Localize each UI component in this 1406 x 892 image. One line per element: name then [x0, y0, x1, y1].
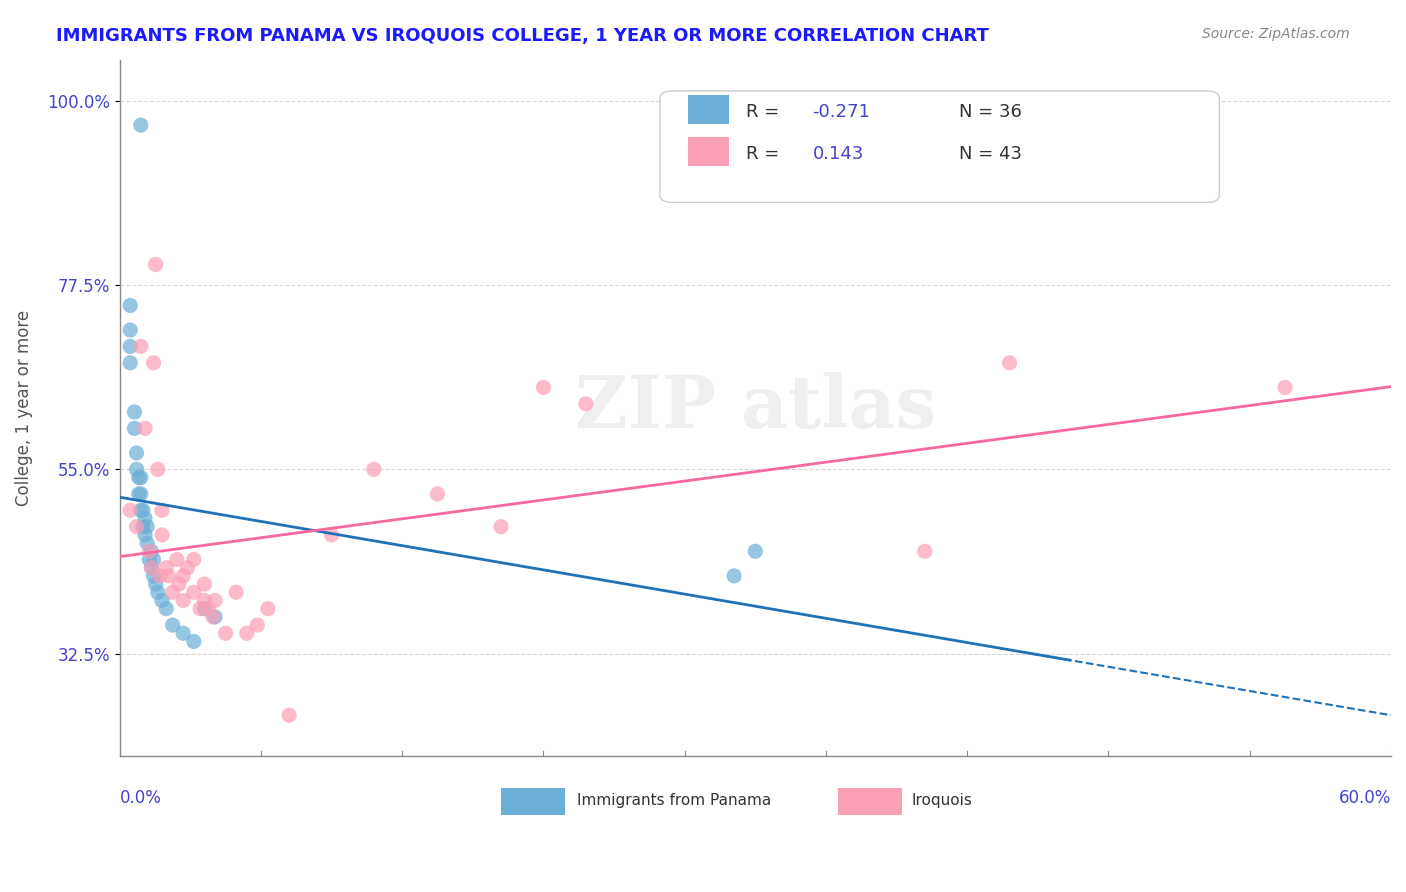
Text: 0.143: 0.143 — [813, 145, 863, 163]
Point — [744, 544, 766, 558]
Point — [120, 298, 142, 312]
Point — [172, 593, 194, 607]
Point — [998, 356, 1021, 370]
Point — [166, 552, 188, 566]
Text: Iroquois: Iroquois — [911, 793, 973, 807]
FancyBboxPatch shape — [688, 136, 728, 166]
Point — [142, 569, 165, 583]
Point — [155, 560, 177, 574]
Point — [138, 544, 160, 558]
Point — [120, 356, 142, 370]
Point — [141, 560, 163, 574]
Point — [124, 405, 146, 419]
Point — [128, 487, 150, 501]
Point — [125, 519, 148, 533]
Point — [125, 462, 148, 476]
Y-axis label: College, 1 year or more: College, 1 year or more — [15, 310, 32, 506]
FancyBboxPatch shape — [659, 91, 1219, 202]
Point — [146, 462, 169, 476]
Point — [193, 601, 215, 615]
Point — [193, 593, 215, 607]
Point — [134, 511, 156, 525]
Text: ZIP atlas: ZIP atlas — [575, 372, 936, 443]
Point — [149, 569, 172, 583]
Point — [142, 356, 165, 370]
Point — [129, 339, 152, 353]
Point — [214, 626, 236, 640]
Point — [155, 601, 177, 615]
Point — [914, 544, 936, 558]
Point — [129, 487, 152, 501]
Point — [128, 470, 150, 484]
Point — [201, 610, 224, 624]
Point — [278, 708, 301, 723]
FancyBboxPatch shape — [501, 788, 565, 815]
Point — [426, 487, 449, 501]
Point — [162, 618, 184, 632]
Point — [120, 503, 142, 517]
Point — [124, 421, 146, 435]
Text: R =: R = — [747, 145, 786, 163]
Point — [150, 528, 173, 542]
Point — [145, 257, 167, 271]
Point — [197, 601, 219, 615]
Point — [172, 569, 194, 583]
Point — [136, 536, 159, 550]
Point — [150, 593, 173, 607]
Point — [141, 544, 163, 558]
Point — [363, 462, 385, 476]
Point — [183, 585, 205, 599]
Point — [125, 446, 148, 460]
Point — [167, 577, 190, 591]
Point — [172, 626, 194, 640]
Point — [134, 528, 156, 542]
FancyBboxPatch shape — [838, 788, 901, 815]
Point — [134, 421, 156, 435]
Text: N = 43: N = 43 — [959, 145, 1022, 163]
Point — [246, 618, 269, 632]
Point — [132, 519, 155, 533]
Point — [141, 560, 163, 574]
Point — [120, 339, 142, 353]
Point — [142, 552, 165, 566]
Point — [204, 610, 226, 624]
Point — [575, 397, 598, 411]
Point — [489, 519, 512, 533]
Point — [129, 503, 152, 517]
Point — [1274, 380, 1296, 394]
Point — [132, 503, 155, 517]
Point — [723, 569, 745, 583]
Point — [321, 528, 343, 542]
Point — [193, 577, 215, 591]
Point — [162, 585, 184, 599]
Text: R =: R = — [747, 103, 786, 121]
Point — [257, 601, 280, 615]
Point — [204, 593, 226, 607]
Point — [188, 601, 211, 615]
Point — [531, 380, 554, 394]
Point — [225, 585, 247, 599]
FancyBboxPatch shape — [688, 95, 728, 124]
Text: 0.0%: 0.0% — [120, 789, 162, 807]
Text: Source: ZipAtlas.com: Source: ZipAtlas.com — [1202, 27, 1350, 41]
Point — [129, 470, 152, 484]
Text: -0.271: -0.271 — [813, 103, 870, 121]
Point — [120, 323, 142, 337]
Point — [235, 626, 257, 640]
Point — [138, 552, 160, 566]
Point — [150, 503, 173, 517]
Text: IMMIGRANTS FROM PANAMA VS IROQUOIS COLLEGE, 1 YEAR OR MORE CORRELATION CHART: IMMIGRANTS FROM PANAMA VS IROQUOIS COLLE… — [56, 27, 988, 45]
Point — [176, 560, 198, 574]
Point — [183, 552, 205, 566]
Point — [157, 569, 180, 583]
Text: N = 36: N = 36 — [959, 103, 1022, 121]
Text: Immigrants from Panama: Immigrants from Panama — [578, 793, 772, 807]
Point — [183, 634, 205, 648]
Point — [145, 577, 167, 591]
Point — [136, 519, 159, 533]
Point — [146, 585, 169, 599]
Point — [129, 118, 152, 132]
Text: 60.0%: 60.0% — [1339, 789, 1391, 807]
